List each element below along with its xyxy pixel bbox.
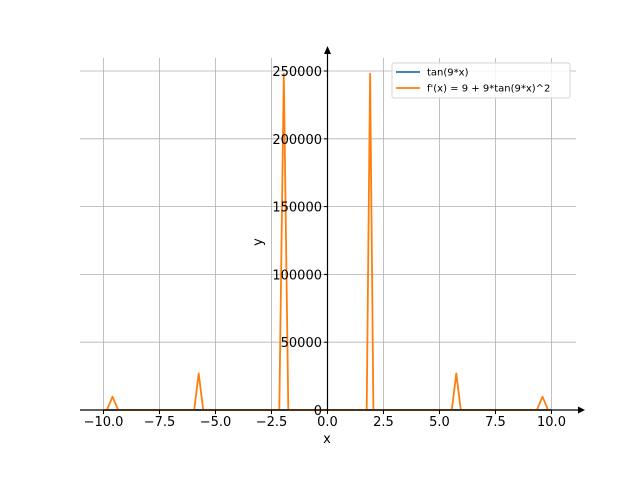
x-tick-label: −2.5 [256,415,288,430]
y-axis-label: y [251,238,266,246]
x-tick-label: −5.0 [200,415,232,430]
x-tick-label: 5.0 [429,415,450,430]
x-axis-label: x [323,432,331,447]
x-axis-arrow [578,406,585,414]
legend-label-tan: tan(9*x) [427,68,469,79]
x-tick-label: −10.0 [84,415,124,430]
axes [80,46,585,414]
y-axis-arrow [324,46,331,54]
y-tick-label: 100000 [272,268,322,283]
x-tick-label: 7.5 [485,415,506,430]
x-ticks: −10.0 −7.5 −5.0 −2.5 0.0 2.5 5.0 7.5 10.0 [84,410,566,430]
y-tick-label: 150000 [272,201,322,216]
legend-label-derivative: f'(x) = 9 + 9*tan(9*x)^2 [427,84,550,95]
x-tick-label: 2.5 [373,415,394,430]
x-tick-label: 10.0 [537,415,566,430]
y-tick-label: 250000 [272,65,322,80]
legend: tan(9*x) f'(x) = 9 + 9*tan(9*x)^2 [391,62,571,99]
legend-frame [391,62,571,99]
y-tick-label: 200000 [272,133,322,148]
y-tick-label: 0 [314,404,322,419]
x-tick-label: −7.5 [144,415,176,430]
y-ticks: 0 50000 100000 150000 200000 250000 [272,65,328,419]
y-tick-label: 50000 [281,336,322,351]
x-tick-label: 0.0 [317,415,338,430]
